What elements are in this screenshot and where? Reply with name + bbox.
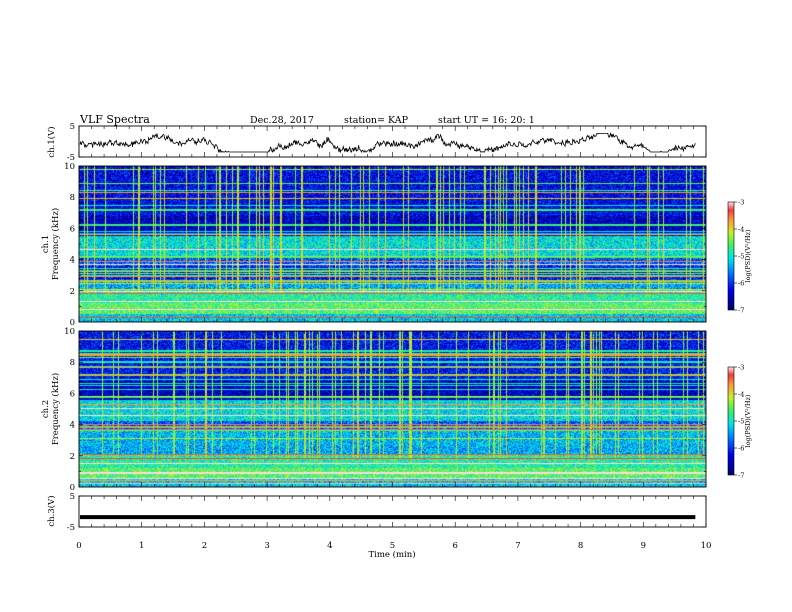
y-tick-label: -5 <box>67 523 75 533</box>
y-tick-label: 0 <box>70 318 75 328</box>
date-label: Dec.28, 2017 <box>250 115 314 126</box>
ch2-spectrogram-ylabel-line2: Frequency (kHz) <box>50 373 61 445</box>
y-tick-label: 5 <box>70 492 75 502</box>
axes-overlay: -3 -4 -5 -6 -7 -3 -4 -5 -6 -7 0 1 2 3 4 5 6 7 8 9 10 <box>76 199 744 552</box>
ch1-waveform-ylabel: ch.1(V) <box>46 126 57 157</box>
station-label: station= KAP <box>344 115 409 126</box>
colorbar-tick-label: -4 <box>738 226 744 234</box>
y-tick-label: 5 <box>70 122 75 132</box>
ch1-spectrogram-ylabel-line1: ch.1 <box>41 235 51 253</box>
ch3-waveform-ylabel: ch.3(V) <box>46 495 57 526</box>
ch1-spectrogram-image <box>79 166 706 322</box>
ch2-spectrogram-ylabel-line1: ch.2 <box>41 400 51 418</box>
y-tick-label: 8 <box>70 358 75 368</box>
y-tick-label: 4 <box>70 256 75 266</box>
colorbar-tick-label: -6 <box>738 280 744 288</box>
y-tick-label: 6 <box>70 389 75 399</box>
colorbar-tick-label: -3 <box>738 364 744 372</box>
ch1-waveform-trace <box>79 131 696 154</box>
y-tick-label: 0 <box>70 483 75 493</box>
colorbar-tick-label: -3 <box>738 199 744 207</box>
start-time-label: start UT = 16: 20: 1 <box>438 115 535 126</box>
y-tick-label: 2 <box>70 287 75 297</box>
x-tick-label: 0 <box>76 541 81 551</box>
x-tick-label: 2 <box>202 541 207 551</box>
y-tick-label: 8 <box>70 193 75 203</box>
ch2-colorbar <box>728 367 734 475</box>
ch1-waveform-panel: 5 -5 <box>67 122 707 163</box>
y-tick-label: 6 <box>70 224 75 234</box>
x-tick-label: 10 <box>701 541 712 551</box>
x-tick-label: 6 <box>452 541 457 551</box>
ch1-colorbar-label: log(PSD)(V²/Hz) <box>744 229 752 282</box>
x-tick-label: 3 <box>264 541 269 551</box>
colorbar-tick-label: -5 <box>738 418 744 426</box>
ch3-waveform-panel: 5 -5 <box>67 492 707 533</box>
y-tick-label: 4 <box>70 421 75 431</box>
x-tick-label: 5 <box>390 541 395 551</box>
figure-title: VLF Spectra <box>79 113 150 126</box>
ch2-spectrogram-image <box>79 331 706 487</box>
colorbar-tick-label: -7 <box>738 472 744 480</box>
colorbar-tick-label: -5 <box>738 253 744 261</box>
x-axis-title: Time (min) <box>368 549 415 560</box>
colorbar-tick-label: -7 <box>738 307 744 315</box>
ch2-colorbar-label: log(PSD)(V²/Hz) <box>744 394 752 447</box>
y-tick-label: 2 <box>70 452 75 462</box>
y-tick-label: 10 <box>64 327 75 337</box>
x-tick-label: 1 <box>139 541 144 551</box>
y-tick-label: -5 <box>67 153 75 163</box>
ch1-spectrogram-ylabel-line2: Frequency (kHz) <box>50 208 61 280</box>
colorbar-tick-label: -4 <box>738 391 744 399</box>
x-tick-label: 8 <box>578 541 583 551</box>
ch1-spectrogram-panel: 0 2 4 6 8 10 <box>64 162 707 328</box>
x-tick-label: 4 <box>327 541 332 551</box>
colorbar-tick-label: -6 <box>738 445 744 453</box>
x-tick-label: 9 <box>641 541 646 551</box>
x-tick-label: 7 <box>515 541 520 551</box>
ch2-spectrogram-panel: 0 2 4 6 8 10 <box>64 327 707 493</box>
ch1-colorbar <box>728 202 734 310</box>
y-tick-label: 10 <box>64 162 75 172</box>
